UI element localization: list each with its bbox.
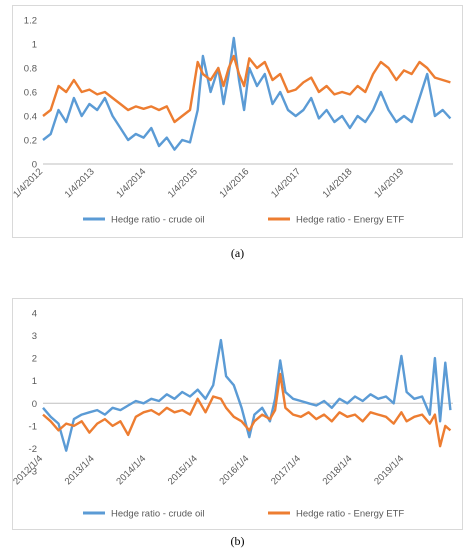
y-tick-label: 3 bbox=[32, 331, 37, 342]
x-tick-label: 2012/1/4 bbox=[13, 453, 45, 487]
series-line-energy-etf bbox=[42, 372, 452, 448]
caption-a: (a) bbox=[230, 246, 245, 260]
x-tick-label: 1/4/2012 bbox=[13, 166, 45, 200]
caption-b: (b) bbox=[230, 534, 245, 548]
legend-label: Hedge ratio - crude oil bbox=[111, 509, 204, 520]
y-tick-label: 1 bbox=[32, 376, 37, 387]
x-tick-label: 2015/1/4 bbox=[166, 453, 200, 487]
y-tick-label: 1 bbox=[32, 40, 37, 51]
series-line-energy-etf bbox=[42, 54, 451, 124]
y-tick-label: 4 bbox=[32, 309, 37, 320]
x-tick-label: 1/4/2016 bbox=[217, 166, 251, 200]
y-tick-label: -2 bbox=[29, 444, 37, 455]
y-tick-label: 2 bbox=[32, 354, 37, 365]
y-tick-label: -3 bbox=[29, 467, 37, 478]
y-tick-label: 0.4 bbox=[24, 112, 37, 123]
legend-label: Hedge ratio - Energy ETF bbox=[296, 509, 404, 520]
x-tick-label: 2018/1/4 bbox=[321, 453, 355, 487]
x-tick-label: 2013/1/4 bbox=[63, 453, 97, 487]
x-tick-label: 1/4/2013 bbox=[63, 166, 97, 200]
x-tick-label: 2019/1/4 bbox=[372, 453, 406, 487]
x-tick-label: 1/4/2015 bbox=[166, 166, 200, 200]
x-tick-label: 1/4/2019 bbox=[372, 166, 406, 200]
chart-a-svg: 0 0.2 0.4 0.6 0.8 1 1.2 1/4/2012 1/4/2013 1/4/201… bbox=[13, 16, 453, 226]
y-tick-label: -1 bbox=[29, 421, 37, 432]
y-tick-label: 0.2 bbox=[24, 136, 37, 147]
x-tick-label: 1/4/2018 bbox=[321, 166, 355, 200]
y-tick-label: 0.6 bbox=[24, 88, 37, 99]
x-tick-label: 2016/1/4 bbox=[217, 453, 251, 487]
chart-panel-a: 0 0.2 0.4 0.6 0.8 1 1.2 1/4/2012 1/4/2013 1/4/201… bbox=[12, 5, 463, 238]
chart-b-svg: -3 -2 -1 0 1 2 3 4 2012/1/4 2013/1/4 2014/1/4 2015/… bbox=[13, 309, 453, 520]
x-tick-label: 1/4/2017 bbox=[269, 166, 303, 200]
legend-label: Hedge ratio - crude oil bbox=[111, 215, 204, 226]
y-tick-label: 1.2 bbox=[24, 16, 37, 27]
x-tick-label: 2017/1/4 bbox=[269, 453, 303, 487]
y-tick-label: 0 bbox=[32, 160, 37, 171]
x-tick-label: 1/4/2014 bbox=[114, 166, 148, 200]
series-line-crude-oil bbox=[42, 338, 452, 452]
y-tick-label: 0 bbox=[32, 399, 37, 410]
chart-panel-b: -3 -2 -1 0 1 2 3 4 2012/1/4 2013/1/4 2014/1/4 2015/… bbox=[12, 298, 463, 530]
legend-label: Hedge ratio - Energy ETF bbox=[296, 215, 404, 226]
x-tick-label: 2014/1/4 bbox=[114, 453, 148, 487]
series-line-crude-oil bbox=[42, 36, 452, 151]
y-tick-label: 0.8 bbox=[24, 64, 37, 75]
